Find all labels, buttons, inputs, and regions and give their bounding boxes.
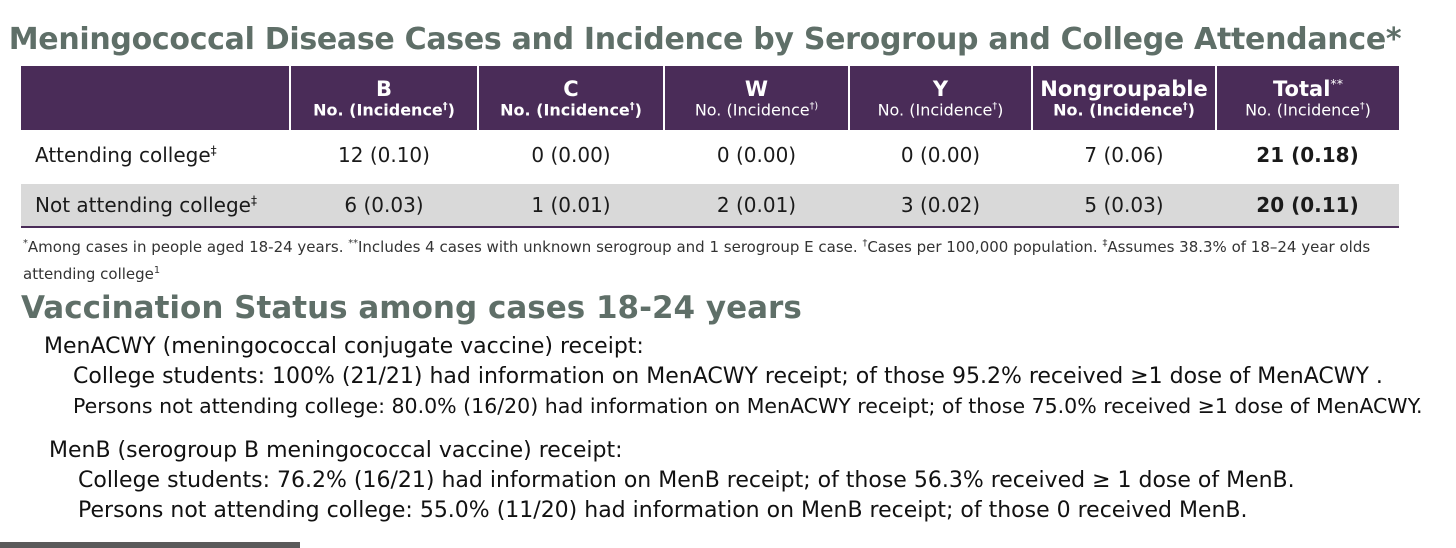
table-row-not-attending: Not attending college‡ 6 (0.03) 1 (0.01)… bbox=[21, 184, 1399, 228]
table-cell: 0 (0.00) bbox=[716, 143, 797, 167]
table-footnote: *Among cases in people aged 18-24 years.… bbox=[23, 238, 1371, 283]
table-cell: 1 (0.01) bbox=[478, 184, 664, 228]
table-cell: 2 (0.01) bbox=[664, 184, 849, 228]
menb-college-line: College students: 76.2% (16/21) had info… bbox=[78, 468, 1295, 493]
row-label-attending: Attending college‡ bbox=[35, 143, 217, 167]
header-b: B No. (Incidence†) bbox=[289, 66, 478, 130]
table-cell: 0 (0.00) bbox=[531, 143, 611, 167]
table-row-attending: Attending college‡ 12 (0.10) 0 (0.00) 0 … bbox=[21, 130, 1399, 180]
header-w: W No. (Incidence†) bbox=[663, 66, 849, 130]
table-cell-total: 20 (0.11) bbox=[1216, 184, 1399, 228]
decorative-bar bbox=[0, 542, 300, 548]
header-empty bbox=[21, 66, 290, 130]
table-cell: 3 (0.02) bbox=[849, 184, 1032, 228]
header-nongroupable: Nongroupable No. (Incidence†) bbox=[1031, 66, 1216, 130]
table-header-row: B No. (Incidence†) C No. (Incidence†) W … bbox=[21, 66, 1399, 130]
header-total: Total** No. (Incidence†) bbox=[1215, 66, 1399, 130]
header-c: C No. (Incidence†) bbox=[477, 66, 664, 130]
menacwy-college-line: College students: 100% (21/21) had infor… bbox=[73, 364, 1383, 389]
menb-heading: MenB (serogroup B meningococcal vaccine)… bbox=[49, 438, 623, 463]
header-y: Y No. (Incidence†) bbox=[848, 66, 1032, 130]
table-title: Meningococcal Disease Cases and Incidenc… bbox=[8, 22, 1402, 57]
cases-table: B No. (Incidence†) C No. (Incidence†) W … bbox=[21, 66, 1399, 228]
table-cell: 7 (0.06) bbox=[1084, 143, 1164, 167]
menacwy-heading: MenACWY (meningococcal conjugate vaccine… bbox=[44, 334, 644, 359]
table-cell: 0 (0.00) bbox=[900, 143, 981, 167]
table-cell: 6 (0.03) bbox=[290, 184, 478, 228]
table-cell: 5 (0.03) bbox=[1032, 184, 1216, 228]
menacwy-not-attending-line: Persons not attending college: 80.0% (16… bbox=[73, 394, 1423, 418]
vaccination-heading: Vaccination Status among cases 18-24 yea… bbox=[21, 290, 802, 326]
row-label-not-attending: Not attending college‡ bbox=[21, 184, 290, 228]
table-cell-total: 21 (0.18) bbox=[1256, 143, 1359, 167]
table-cell: 12 (0.10) bbox=[338, 143, 430, 167]
menb-not-attending-line: Persons not attending college: 55.0% (11… bbox=[78, 498, 1248, 523]
